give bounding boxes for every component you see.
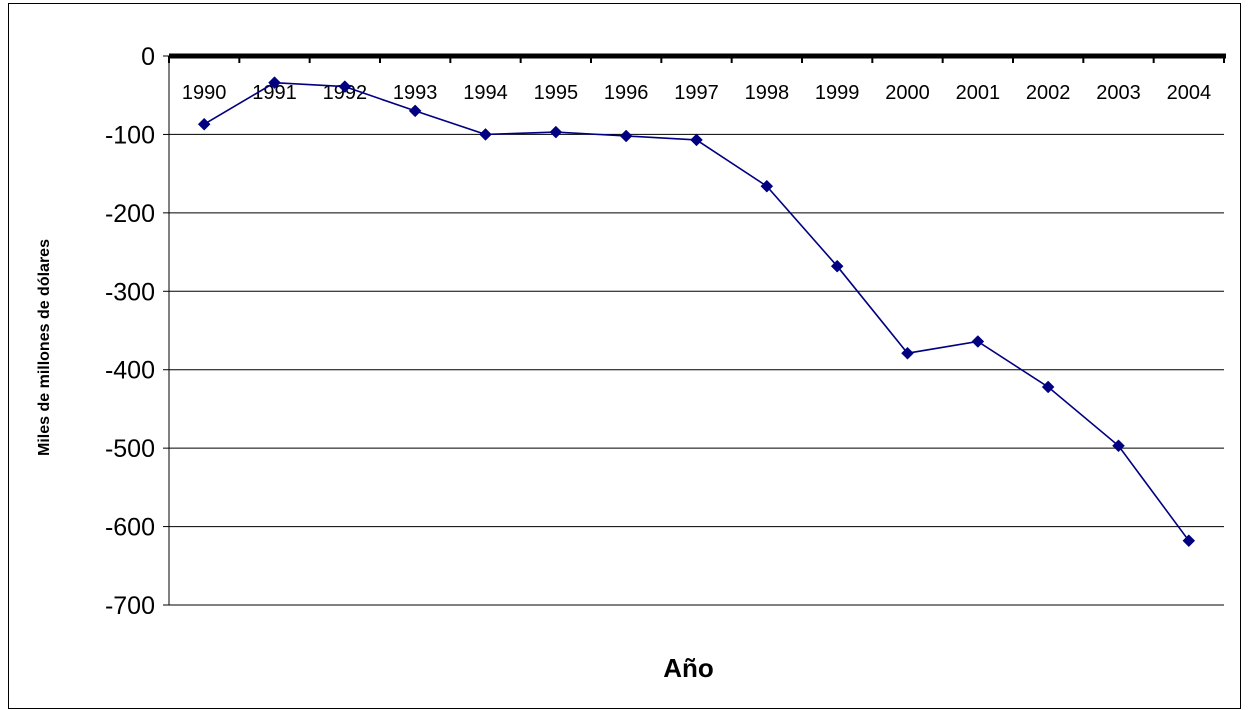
y-tick-label: -200	[105, 200, 155, 228]
x-tick-label: 1993	[393, 82, 438, 104]
x-axis-title: Año	[663, 653, 714, 683]
y-tick-label: -400	[105, 357, 155, 385]
data-point	[971, 335, 985, 348]
y-tick-label: 0	[141, 43, 155, 71]
x-tick-label: 1990	[182, 82, 227, 104]
x-tick-label: 1991	[252, 82, 297, 104]
data-point	[690, 133, 703, 147]
y-tick-label: -700	[105, 592, 155, 620]
gridlines	[169, 133, 1224, 606]
data-point	[197, 117, 211, 131]
x-tick-label: 2000	[885, 82, 930, 104]
y-tick-label: -300	[105, 278, 155, 306]
y-tick-label: -600	[105, 514, 155, 542]
data-point	[479, 128, 492, 141]
x-tick-label: 1995	[534, 82, 579, 104]
data-point	[268, 76, 281, 90]
x-tick-label: 2003	[1096, 82, 1141, 104]
x-tick-label: 2001	[956, 82, 1001, 104]
data-point	[619, 129, 633, 143]
x-tick-labels: 1990 1991 1992 1993 1994 1995 1996 1997 1998 1999…	[182, 82, 1211, 104]
data-point	[1041, 380, 1055, 394]
series-line	[203, 81, 1190, 542]
y-axis-title: Miles de millones de dólares	[36, 239, 53, 456]
data-point	[760, 179, 774, 193]
x-tick-label: 1996	[604, 82, 649, 104]
data-point	[1182, 534, 1196, 548]
x-tick-label: 2002	[1026, 82, 1071, 104]
chart-frame: 0 -100 -200 -300 -400 -500 -600 -700 1990 1991 19…	[8, 3, 1241, 709]
axes	[163, 53, 1226, 606]
line-chart: 0-100-200-300-400-500-600-700 1990 1991 19…	[36, 43, 1226, 683]
x-tick-label: 1997	[674, 82, 719, 104]
series-layer	[197, 76, 1196, 548]
data-point	[338, 80, 352, 93]
x-tick-label: 1992	[323, 82, 368, 104]
data-point	[408, 104, 422, 118]
y-tick-label: -500	[105, 435, 155, 463]
x-tick-label: 1994	[463, 82, 508, 104]
data-point	[549, 125, 563, 139]
data-point	[901, 346, 914, 360]
x-tick-label: 1999	[815, 82, 860, 104]
y-tick-labels: 0 -100 -200 -300 -400 -500 -600 -700	[105, 43, 155, 620]
data-point	[830, 259, 844, 273]
data-point	[1112, 439, 1125, 453]
x-tick-label: 2004	[1167, 82, 1212, 104]
y-tick-label: -100	[105, 121, 155, 149]
x-tick-label: 1998	[745, 82, 790, 104]
